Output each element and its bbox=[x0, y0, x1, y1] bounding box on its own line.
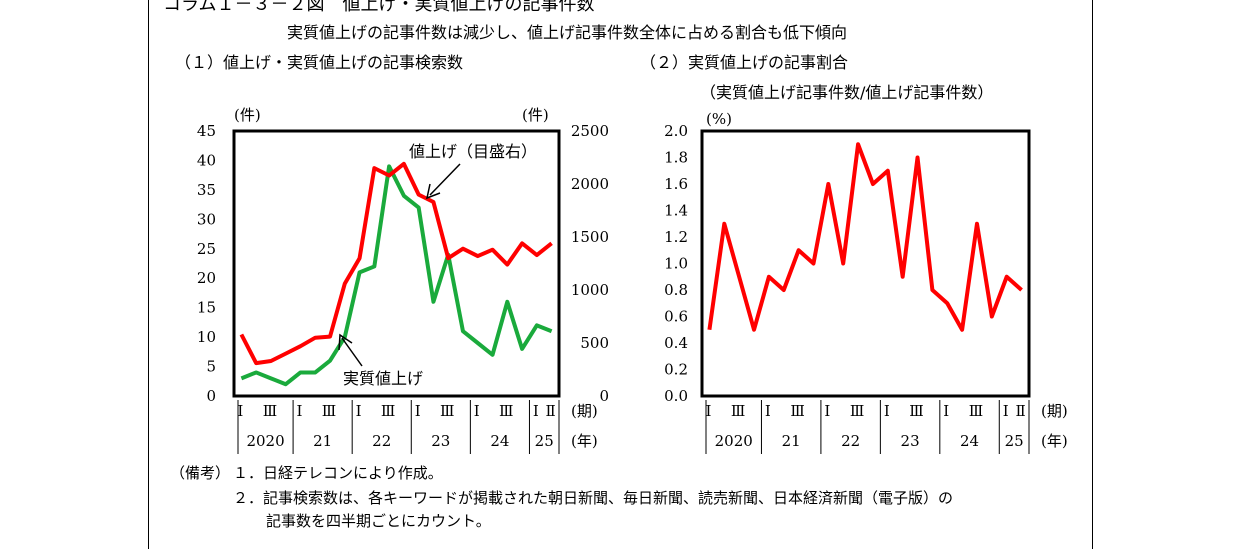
chart1-left-unit: (件) bbox=[234, 106, 261, 124]
chart1-right-tick-label: 1500 bbox=[571, 228, 609, 246]
figure-title: コラム１－３－２図 値上げ・実質値上げの記事件数 bbox=[163, 0, 595, 15]
chart1-quarter-label: Ⅰ bbox=[533, 402, 539, 420]
series-price-up-line bbox=[239, 161, 553, 366]
figure-subtitle: 実質値上げの記事件数は減少し、値上げ記事件数全体に占める割合も低下傾向 bbox=[287, 23, 848, 42]
chart1-quarter-label: Ⅲ bbox=[381, 402, 395, 420]
chart1-x-unit-year: (年) bbox=[571, 432, 598, 450]
series-real-price-up-line bbox=[240, 164, 553, 387]
chart2-tick-label: 1.4 bbox=[664, 202, 688, 220]
chart2-quarter-label: Ⅲ bbox=[969, 402, 983, 420]
chart2-quarter-label: Ⅱ bbox=[1015, 402, 1025, 420]
chart2-year-label: 24 bbox=[960, 432, 979, 450]
chart1-left-tick-label: 40 bbox=[197, 151, 216, 169]
chart2-year-label: 23 bbox=[901, 432, 920, 450]
frame-left-border bbox=[148, 0, 149, 549]
chart2-quarter-label: Ⅰ bbox=[765, 402, 771, 420]
chart2-plot-frame bbox=[700, 129, 1031, 398]
chart2-tick-label: 0.6 bbox=[664, 308, 688, 326]
chart1-year-label: 25 bbox=[535, 432, 554, 450]
chart1-right-tick-label: 0 bbox=[599, 387, 609, 405]
chart1-quarter-label: Ⅰ bbox=[237, 402, 243, 420]
chart1-year-label: 22 bbox=[372, 432, 391, 450]
chart2-year-label: 25 bbox=[1005, 432, 1024, 450]
series-share-line bbox=[707, 142, 1023, 332]
chart1-right-tick-label: 2500 bbox=[571, 122, 609, 140]
chart1-left-tick-label: 30 bbox=[197, 210, 216, 228]
chart2-title: （２）実質値上げの記事割合 bbox=[640, 53, 849, 72]
chart1-year-label: 21 bbox=[313, 432, 332, 450]
chart1-left-tick-label: 0 bbox=[206, 387, 216, 405]
chart2-tick-label: 0.4 bbox=[664, 334, 688, 352]
chart1-quarter-label: Ⅰ bbox=[415, 402, 421, 420]
chart1-year-label: 24 bbox=[490, 432, 509, 450]
chart1-quarter-label: Ⅲ bbox=[440, 402, 454, 420]
chart1-title: （１）値上げ・実質値上げの記事検索数 bbox=[175, 53, 464, 72]
chart1-right-unit: (件) bbox=[522, 106, 549, 124]
chart1-quarter-label: Ⅲ bbox=[263, 402, 277, 420]
chart1-left-tick-label: 35 bbox=[197, 181, 216, 199]
chart2-tick-label: 2.0 bbox=[664, 122, 688, 140]
chart1-right-tick-label: 500 bbox=[580, 334, 609, 352]
chart2-tick-label: 1.8 bbox=[664, 149, 688, 167]
legend-price-up-arrowhead bbox=[425, 183, 441, 200]
chart2-tick-label: 1.2 bbox=[664, 228, 688, 246]
chart1-quarter-label: Ⅰ bbox=[356, 402, 362, 420]
chart1-plot-frame bbox=[232, 129, 561, 398]
chart2-svg: (%) 0.0 0.2 0.4 0.6 0.8 1.0 1.2 1.4 1.6 1.8 2.0 Ⅰ Ⅲ Ⅰ Ⅲ… bbox=[664, 110, 1068, 454]
chart1-quarter-label: Ⅰ bbox=[474, 402, 480, 420]
chart2-quarter-label: Ⅰ bbox=[1003, 402, 1009, 420]
chart2-quarter-label: Ⅲ bbox=[731, 402, 745, 420]
chart2-quarter-label: Ⅲ bbox=[850, 402, 864, 420]
legend-price-up-arrow bbox=[429, 163, 461, 196]
chart2-year-label: 2020 bbox=[715, 432, 753, 450]
frame-right-border bbox=[1092, 0, 1093, 549]
chart1-right-tick-label: 1000 bbox=[571, 281, 609, 299]
chart2-unit: (%) bbox=[706, 110, 732, 128]
legend-real-price-up-arrow bbox=[341, 337, 363, 367]
chart2-year-label: 22 bbox=[841, 432, 860, 450]
legend-real-price-up-label: 実質値上げ bbox=[343, 369, 423, 388]
chart1-left-tick-label: 45 bbox=[197, 122, 216, 140]
chart2-quarter-label: Ⅰ bbox=[943, 402, 949, 420]
legend-price-up-label: 値上げ（目盛右） bbox=[409, 142, 537, 161]
chart2-quarter-label: Ⅲ bbox=[909, 402, 923, 420]
chart1-left-tick-label: 25 bbox=[197, 240, 216, 258]
chart2-tick-label: 0.2 bbox=[664, 361, 688, 379]
chart1-right-tick-label: 2000 bbox=[571, 175, 609, 193]
chart2-quarter-label: Ⅲ bbox=[790, 402, 804, 420]
chart1-quarter-label: Ⅰ bbox=[297, 402, 303, 420]
chart1-left-tick-label: 5 bbox=[206, 358, 216, 376]
notes-label: （備考） bbox=[170, 464, 231, 482]
chart2-tick-label: 0.8 bbox=[664, 281, 688, 299]
chart2-x-unit-year: (年) bbox=[1041, 432, 1068, 450]
chart1-svg: (件) (件) 0 5 10 15 20 25 30 35 40 45 0 500 1000 1500 2000… bbox=[197, 106, 609, 454]
chart2-quarter-label: Ⅰ bbox=[705, 402, 711, 420]
chart1-quarter-label: Ⅲ bbox=[322, 402, 336, 420]
chart2-year-label: 21 bbox=[782, 432, 801, 450]
chart2-subtitle: （実質値上げ記事件数/値上げ記事件数） bbox=[700, 83, 994, 102]
note-1: １．日経テレコンにより作成。 bbox=[233, 464, 443, 482]
chart1-year-label: 2020 bbox=[246, 432, 284, 450]
chart2-tick-label: 0.0 bbox=[664, 387, 688, 405]
note-3: 記事数を四半期ごとにカウント。 bbox=[266, 512, 491, 530]
chart1-year-label: 23 bbox=[431, 432, 450, 450]
chart1-quarter-label: Ⅲ bbox=[499, 402, 513, 420]
chart1-left-tick-label: 15 bbox=[197, 299, 216, 317]
chart1-x-unit-quarter: (期) bbox=[571, 402, 598, 420]
chart2-tick-label: 1.0 bbox=[664, 255, 688, 273]
chart2-tick-label: 1.6 bbox=[664, 175, 688, 193]
chart2-x-unit-quarter: (期) bbox=[1041, 402, 1068, 420]
chart2-quarter-label: Ⅰ bbox=[824, 402, 830, 420]
chart1-quarter-label: Ⅱ bbox=[546, 402, 556, 420]
chart1-left-tick-label: 10 bbox=[197, 328, 216, 346]
note-2: ２．記事検索数は、各キーワードが掲載された朝日新聞、毎日新聞、読売新聞、日本経済… bbox=[233, 489, 954, 507]
chart2-quarter-label: Ⅰ bbox=[884, 402, 890, 420]
chart1-left-tick-label: 20 bbox=[197, 269, 216, 287]
legend-real-price-up-arrowhead bbox=[338, 333, 353, 351]
